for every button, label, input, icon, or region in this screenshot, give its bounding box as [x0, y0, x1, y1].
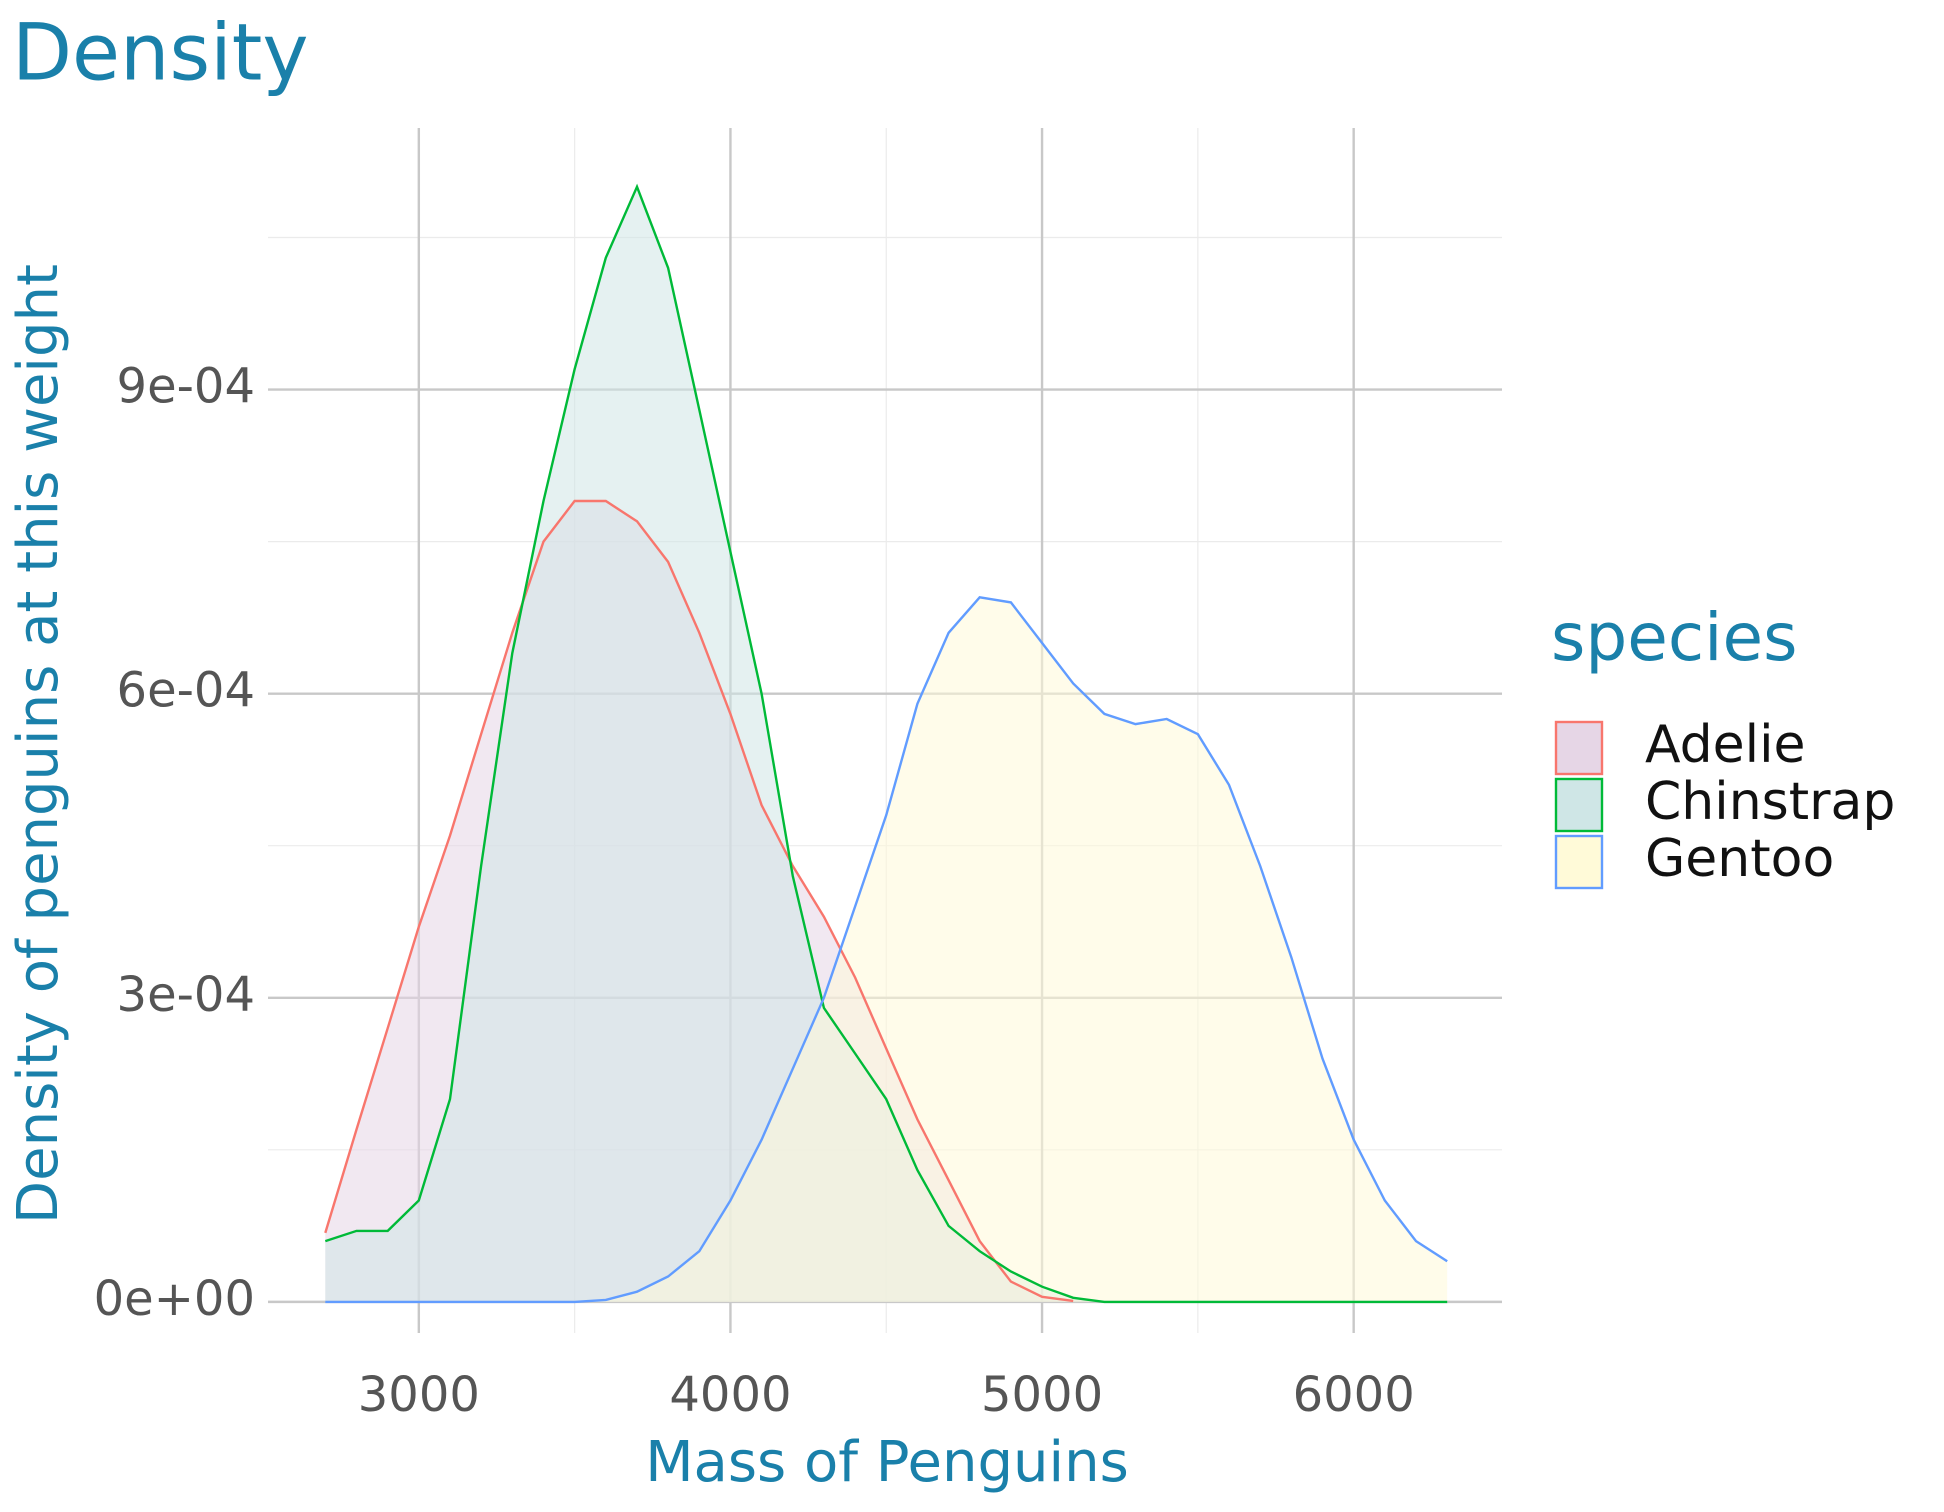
legend-key — [1554, 777, 1604, 833]
density-area — [325, 186, 1448, 1302]
y-axis-title: Density of penguins at this weight — [6, 264, 71, 1224]
legend-key — [1554, 720, 1604, 776]
legend-key — [1554, 834, 1604, 890]
x-tick-label: 6000 — [1293, 1367, 1415, 1423]
legend-label: Gentoo — [1645, 829, 1834, 889]
density-line — [324, 183, 1448, 1304]
y-tick-label: 9e-04 — [117, 359, 255, 415]
x-axis-title: Mass of Penguins — [645, 1430, 1129, 1495]
x-tick-label: 3000 — [358, 1367, 480, 1423]
legend-label: Adelie — [1645, 715, 1806, 775]
chart-title: Density — [12, 8, 309, 98]
density-area — [325, 597, 1448, 1302]
y-tick-label: 0e+00 — [94, 1271, 255, 1327]
legend-title: species — [1551, 599, 1798, 676]
legend-label: Chinstrap — [1645, 772, 1895, 832]
density-line — [324, 499, 1074, 1303]
x-tick-label: 5000 — [981, 1367, 1103, 1423]
x-tick-label: 4000 — [669, 1367, 791, 1423]
density-line — [325, 596, 1448, 1304]
y-tick-label: 6e-04 — [117, 663, 255, 719]
y-tick-label: 3e-04 — [117, 967, 255, 1023]
